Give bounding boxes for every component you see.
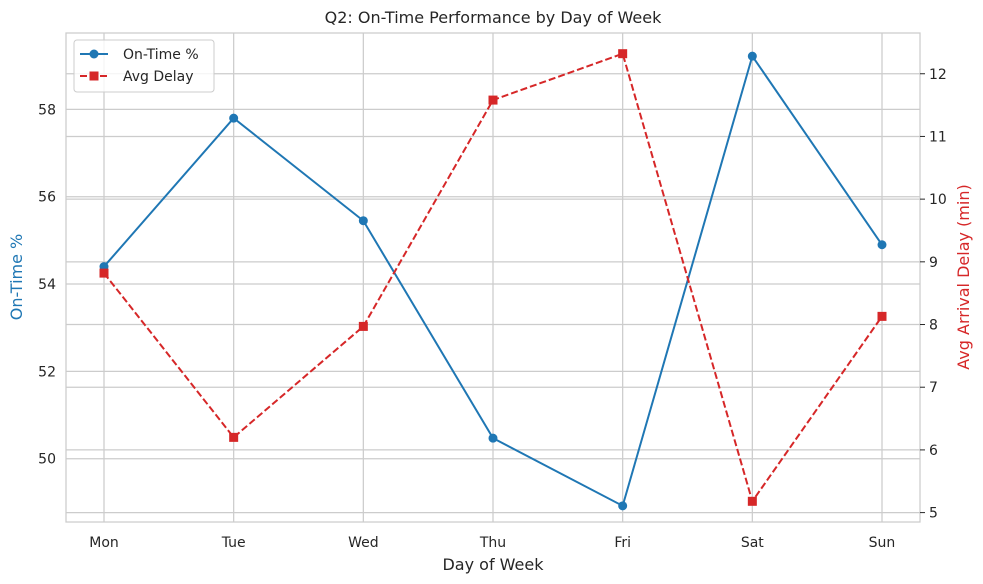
y-tick-label-left: 58	[38, 102, 56, 118]
x-tick-label: Wed	[348, 535, 379, 551]
x-tick-label: Sat	[741, 535, 764, 551]
y-tick-label-right: 9	[929, 255, 938, 271]
y-axis-label-right: Avg Arrival Delay (min)	[954, 184, 973, 369]
legend-entry-avg-delay: Avg Delay	[80, 69, 194, 85]
x-tick-label: Fri	[614, 535, 631, 551]
legend: On-Time % Avg Delay	[73, 39, 215, 93]
y-tick-label-left: 54	[38, 277, 56, 293]
data-point-on-time	[358, 216, 368, 226]
legend-label-on-time: On-Time %	[123, 47, 199, 63]
y-tick-label-right: 8	[929, 318, 938, 334]
data-point-on-time	[488, 433, 498, 443]
tick-labels: Mon Tue Wed Thu Fri Sat Sun5052545658567891011…	[38, 67, 947, 551]
data-point-on-time	[618, 501, 628, 511]
data-point-on-time	[229, 113, 239, 123]
y-tick-label-right: 5	[929, 506, 938, 522]
y-tick-label-right: 6	[929, 443, 938, 459]
data-point-avg-delay	[229, 432, 239, 442]
data-point-avg-delay	[747, 496, 757, 506]
x-tick-label: Mon	[89, 535, 119, 551]
data-point-avg-delay	[99, 268, 109, 278]
data-point-on-time	[747, 51, 757, 61]
y-tick-label-right: 7	[929, 380, 938, 396]
data-point-avg-delay	[358, 321, 368, 331]
legend-box	[73, 39, 215, 93]
y-tick-label-left: 52	[38, 364, 56, 380]
data-point-avg-delay	[618, 49, 628, 59]
legend-swatch-marker-on-time	[89, 49, 99, 59]
data-point-avg-delay	[488, 95, 498, 105]
y-tick-label-right: 10	[929, 192, 947, 208]
plot-frame	[65, 32, 921, 523]
y-tick-label-left: 56	[38, 190, 56, 206]
x-tick-label: Tue	[221, 535, 246, 551]
data-point-avg-delay	[877, 311, 887, 321]
x-tick-label: Sun	[869, 535, 896, 551]
y-tick-label-left: 50	[38, 452, 56, 468]
y-tick-label-right: 11	[929, 129, 947, 145]
x-tick-label: Thu	[479, 535, 506, 551]
data-point-on-time	[877, 240, 887, 250]
legend-entry-on-time: On-Time %	[80, 47, 199, 63]
y-tick-label-right: 12	[929, 67, 947, 83]
legend-swatch-marker-avg-delay	[89, 71, 99, 81]
x-axis-label: Day of Week	[442, 555, 544, 574]
grid-lines	[66, 33, 920, 522]
series-layer	[99, 49, 887, 511]
chart-title: Q2: On-Time Performance by Day of Week	[325, 8, 662, 27]
legend-label-avg-delay: Avg Delay	[123, 69, 194, 85]
y-axis-label-left: On-Time %	[7, 234, 26, 320]
